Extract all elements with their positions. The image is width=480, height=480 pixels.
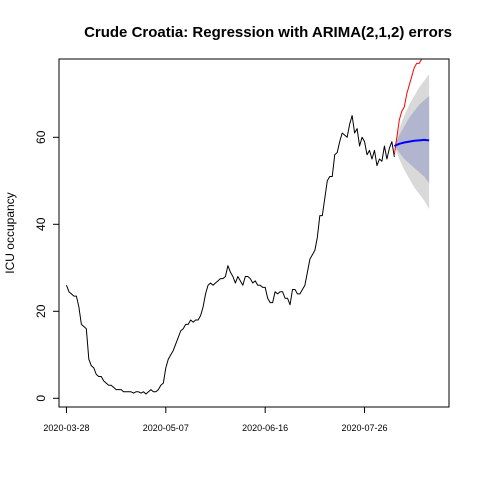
forecast-line (393, 138, 430, 147)
chart-title: Crude Croatia: Regression with ARIMA(2,1… (84, 24, 452, 41)
x-axis: 2020-03-28 2020-05-07 2020-06-16 2020-07-26 (43, 407, 388, 433)
observed-line (65, 115, 395, 395)
y-tick-label: 0 (34, 395, 48, 402)
plot-border (58, 58, 450, 408)
x-tick-label: 2020-03-28 (43, 423, 89, 433)
y-axis-label: ICU occupancy (3, 192, 17, 273)
x-tick-label: 2020-07-26 (342, 423, 388, 433)
x-tick-label: 2020-05-07 (143, 423, 189, 433)
prediction-band-80 (394, 95, 430, 183)
y-tick-label: 20 (34, 304, 48, 318)
y-tick-label: 60 (34, 130, 48, 144)
actual-line (393, 59, 423, 155)
y-tick-label: 40 (34, 217, 48, 231)
x-tick-label: 2020-06-16 (242, 423, 288, 433)
series-lines (65, 59, 430, 395)
y-axis: 0 20 40 60 (34, 130, 59, 402)
